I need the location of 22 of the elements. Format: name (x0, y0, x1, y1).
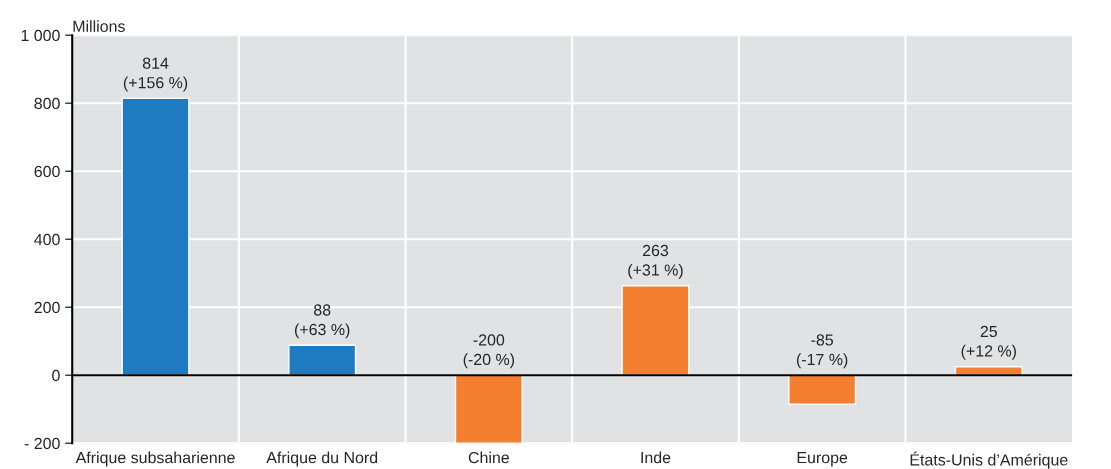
y-axis-title: Millions (73, 20, 125, 33)
x-tick-label: États-Unis d’Amérique (910, 451, 1068, 469)
x-tick-label: Chine (468, 451, 509, 464)
x-tick-label: Europe (797, 452, 848, 467)
bar (288, 344, 357, 376)
y-tick-label: 0 (52, 369, 60, 382)
data-label: 814 (+156 %) (123, 57, 188, 92)
data-label: 88 (+63 %) (295, 304, 350, 339)
y-tick-label: - 200 (24, 437, 60, 450)
y-tick-label: 800 (34, 97, 60, 110)
data-label: 25 (+12 %) (961, 325, 1016, 360)
bar (788, 374, 857, 405)
x-tick-label: Inde (641, 451, 671, 464)
y-tick-label: 600 (34, 165, 60, 178)
y-tick-label: 400 (34, 233, 60, 246)
data-label: 263 (+31 %) (628, 244, 683, 279)
data-label: -85 (-17 %) (796, 334, 848, 369)
y-tick-label: 1 000 (21, 29, 60, 42)
y-tick-label: 200 (34, 301, 60, 314)
data-label: -200 (-20 %) (463, 334, 515, 369)
x-tick-label: Afrique du Nord (266, 451, 378, 467)
x-tick-label: Afrique subsaharienne (75, 451, 235, 467)
